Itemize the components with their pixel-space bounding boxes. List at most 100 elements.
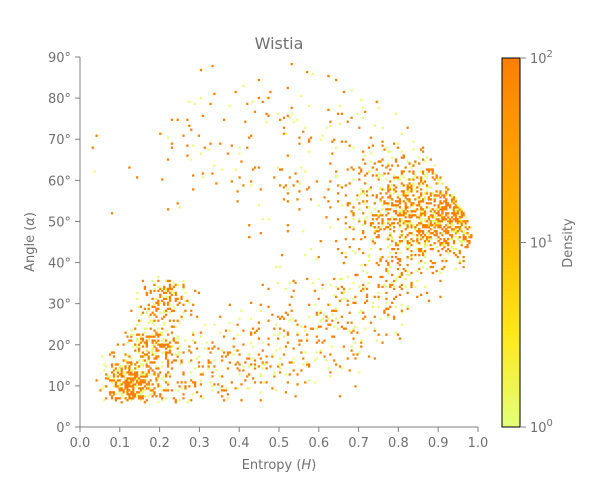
density-cell [383, 228, 386, 231]
density-cell [377, 333, 380, 336]
density-cell [462, 220, 465, 223]
density-cell [257, 96, 260, 100]
density-cell [168, 375, 172, 378]
density-cell [449, 206, 452, 209]
density-cell [458, 228, 461, 231]
density-cell [147, 383, 150, 386]
density-cell [128, 385, 131, 388]
density-cell [416, 247, 419, 251]
density-cell [269, 365, 272, 368]
density-cell [462, 255, 465, 259]
density-cell [350, 212, 353, 215]
density-cell [221, 359, 224, 362]
density-cell [236, 387, 239, 390]
density-cell [387, 186, 390, 189]
density-cell [279, 168, 282, 171]
density-cell [137, 391, 141, 394]
density-cell [466, 245, 469, 249]
density-cell [387, 271, 390, 275]
density-cell [418, 261, 421, 265]
density-cell [145, 353, 148, 356]
density-cell [348, 144, 351, 147]
density-cell [439, 178, 442, 181]
density-cell [114, 373, 118, 376]
density-cell [400, 309, 403, 312]
density-cell [170, 287, 174, 291]
density-cell [174, 325, 177, 328]
density-cell [313, 381, 317, 384]
density-cell [421, 210, 425, 213]
y-tick-label: 30° [48, 298, 71, 313]
density-cell [454, 267, 458, 271]
density-cell [398, 220, 402, 223]
density-cell [311, 327, 315, 330]
density-cell [157, 301, 160, 304]
density-cell [450, 245, 454, 249]
density-cell [396, 146, 400, 149]
density-cell [151, 395, 154, 398]
density-cell [238, 176, 241, 179]
density-cell [279, 317, 282, 320]
density-cell [420, 236, 423, 239]
density-cell [439, 238, 442, 241]
density-cell [410, 285, 413, 289]
density-cell [385, 297, 388, 300]
density-cell [410, 255, 413, 259]
density-cell [165, 289, 168, 293]
density-cell [288, 373, 291, 376]
density-cell [385, 166, 388, 169]
density-cell [362, 106, 365, 110]
density-cell [124, 381, 127, 384]
density-cell [406, 198, 409, 201]
density-cell [267, 343, 270, 346]
density-cell [134, 395, 137, 398]
density-cell [166, 363, 170, 366]
density-cell [391, 236, 394, 239]
density-cell [464, 236, 467, 239]
density-cell [284, 184, 288, 187]
density-cell [161, 289, 164, 293]
density-cell [346, 168, 349, 171]
density-cell [392, 190, 396, 193]
density-cell [168, 349, 172, 352]
density-cell [134, 375, 137, 378]
density-cell [371, 222, 374, 225]
density-cell [362, 150, 365, 153]
density-cell [400, 273, 403, 277]
density-cell [221, 375, 224, 378]
density-cell [118, 379, 121, 382]
density-cell [108, 391, 112, 394]
density-cell [423, 208, 427, 211]
density-cell [199, 68, 203, 72]
density-cell [389, 208, 392, 211]
density-cell [348, 202, 351, 205]
density-cell [420, 204, 423, 207]
density-cell [387, 220, 390, 223]
density-cell [132, 397, 135, 400]
density-cell [193, 341, 197, 344]
density-cell [157, 377, 160, 380]
density-cell [105, 365, 108, 368]
density-cell [414, 253, 417, 257]
density-cell [219, 375, 222, 378]
density-cell [458, 220, 461, 223]
density-cell [373, 226, 376, 229]
density-cell [153, 345, 156, 348]
density-cell [379, 275, 382, 279]
density-cell [155, 349, 158, 352]
density-cell [147, 357, 150, 360]
density-cell [364, 202, 367, 205]
density-cell [429, 224, 432, 227]
density-cell [406, 263, 409, 267]
density-cell [383, 311, 386, 314]
density-cell [163, 287, 166, 291]
density-cell [439, 220, 442, 223]
density-cell [151, 369, 154, 372]
density-cell [186, 401, 189, 404]
density-cell [134, 363, 137, 366]
density-cell [190, 371, 193, 374]
density-cell [421, 265, 425, 269]
density-cell [460, 243, 463, 247]
density-cell [116, 387, 119, 390]
density-cell [244, 379, 247, 382]
